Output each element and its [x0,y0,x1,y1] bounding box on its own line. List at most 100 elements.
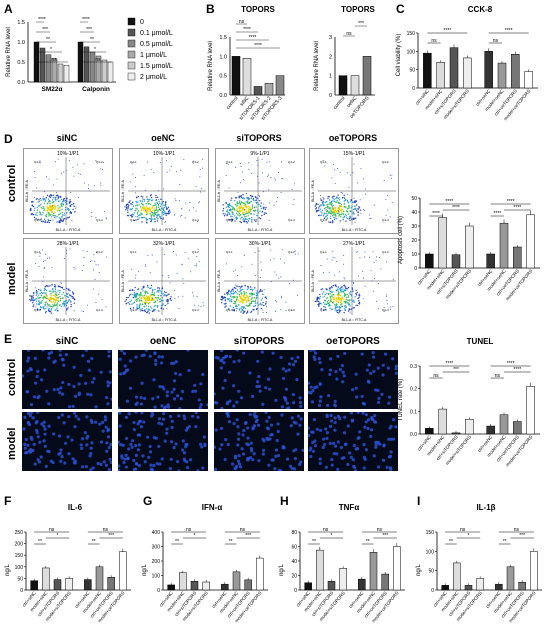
event-dot [89,191,90,192]
nucleus [250,442,253,445]
event-dot [146,295,147,296]
sig-label: ** [90,37,94,43]
event-dot [81,310,82,311]
event-dot [167,213,168,214]
scatter: Q1-1 Q1-2Q1-3 Q1-4BL1-A :: FITC-ABL2-A :: … [120,239,208,323]
nucleus [256,360,259,363]
nucleus [156,395,159,398]
event-dot [276,201,277,202]
event-dot [317,204,318,205]
event-dot [240,218,241,219]
x-axis-label: BL1-A :: FITC-A [342,318,367,322]
bar [42,568,49,590]
event-dot [200,192,201,193]
event-dot [150,195,151,196]
event-dot [243,179,244,180]
nucleus [167,403,170,406]
event-dot [135,205,136,206]
nucleus [248,371,251,374]
nucleus [245,442,248,445]
y-axis-label: BL2-A :: PE-A [311,270,315,292]
sig-label: **** [493,211,501,217]
nucleus [340,446,343,449]
event-dot [249,218,250,219]
event-dot [30,300,31,301]
event-dot [243,203,244,204]
event-dot [331,212,332,213]
event-dot [286,310,287,311]
event-dot [226,202,227,203]
nucleus [59,448,62,451]
event-dot [227,204,228,205]
nucleus [107,355,110,358]
event-dot [155,210,156,211]
event-dot [250,209,251,210]
bar [108,577,115,590]
event-dot [38,300,39,301]
event-dot [343,211,344,212]
event-dot [248,299,249,300]
y-tick-label: 20 [291,574,297,580]
nucleus [294,457,297,460]
event-dot [323,204,324,205]
event-dot [246,207,247,208]
event-dot [69,300,70,301]
nucleus [343,431,346,434]
event-dot [56,300,57,301]
event-dot [226,263,227,264]
nucleus [278,469,281,471]
event-dot [252,289,253,290]
event-dot [45,308,46,309]
event-dot [132,208,133,209]
event-dot [127,212,128,213]
panel-b: B TOPORS 0.0 0.5 1.0 1.5 Relative RNA level co… [200,0,390,130]
y-tick-label: 80 [291,530,297,536]
nucleus [365,413,368,416]
event-dot [252,297,253,298]
event-dot [70,249,71,250]
event-dot [266,298,267,299]
event-dot [238,304,239,305]
sig-label: **** [452,205,460,211]
event-dot [149,299,150,300]
sig-label: **** [38,17,46,23]
nucleus [185,429,188,432]
event-dot [256,206,257,207]
event-dot [334,201,335,202]
event-dot [265,303,266,304]
event-dot [261,202,262,203]
event-dot [342,291,343,292]
legend-swatch [128,73,135,80]
event-dot [247,286,248,287]
event-dot [148,287,149,288]
nucleus [214,392,216,395]
event-dot [246,292,247,293]
nucleus [329,414,332,417]
event-dot [226,211,227,212]
nucleus [313,439,316,442]
event-dot [321,289,322,290]
event-dot [244,209,245,210]
event-dot [335,183,336,184]
nucleus [374,441,377,444]
event-dot [317,210,318,211]
event-dot [238,197,239,198]
event-dot [337,168,338,169]
event-dot [52,292,53,293]
event-dot [49,257,50,258]
event-dot [49,178,50,179]
quadrant-label: Q1-2 [382,160,389,164]
event-dot [55,161,56,162]
event-dot [165,202,166,203]
nucleus [268,388,271,391]
nucleus [23,443,26,446]
nucleus [170,458,173,461]
event-dot [274,178,275,179]
event-dot [163,295,164,296]
event-dot [335,207,336,208]
event-dot [335,300,336,301]
event-dot [339,199,340,200]
event-dot [147,201,148,202]
column-title: oeTOPORS [308,336,398,347]
event-dot [174,214,175,215]
